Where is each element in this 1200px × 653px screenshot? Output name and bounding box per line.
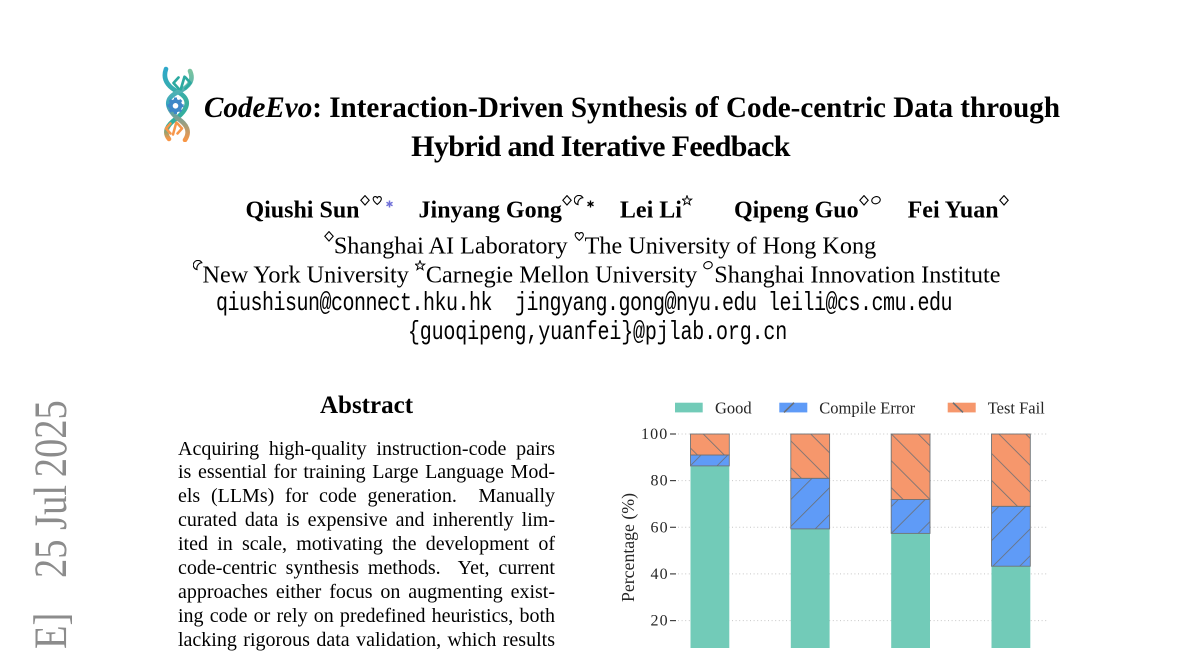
svg-text:Good: Good [715, 398, 752, 417]
svg-text:40: 40 [651, 566, 669, 583]
svg-text:20: 20 [651, 613, 669, 630]
svg-text:Test Fail: Test Fail [988, 398, 1045, 417]
svg-text:Compile Error: Compile Error [819, 398, 915, 417]
svg-text:80: 80 [651, 473, 669, 490]
svg-text:60: 60 [651, 519, 669, 536]
svg-text:Percentage (%): Percentage (%) [618, 493, 639, 602]
svg-text:100: 100 [641, 426, 668, 443]
